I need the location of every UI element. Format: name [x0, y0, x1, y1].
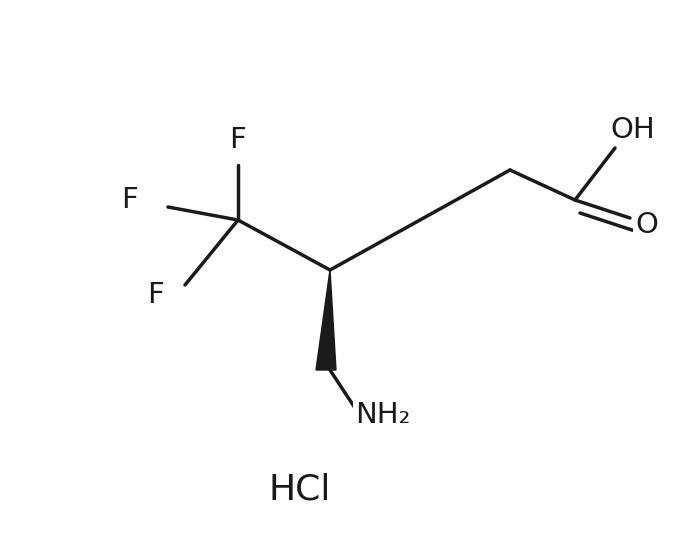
Text: O: O — [635, 211, 658, 239]
Polygon shape — [316, 270, 336, 370]
Text: OH: OH — [610, 116, 655, 144]
Text: NH₂: NH₂ — [355, 401, 410, 429]
Text: F: F — [122, 186, 138, 214]
Text: F: F — [147, 281, 163, 309]
Text: F: F — [229, 126, 246, 154]
Text: HCl: HCl — [269, 473, 332, 507]
